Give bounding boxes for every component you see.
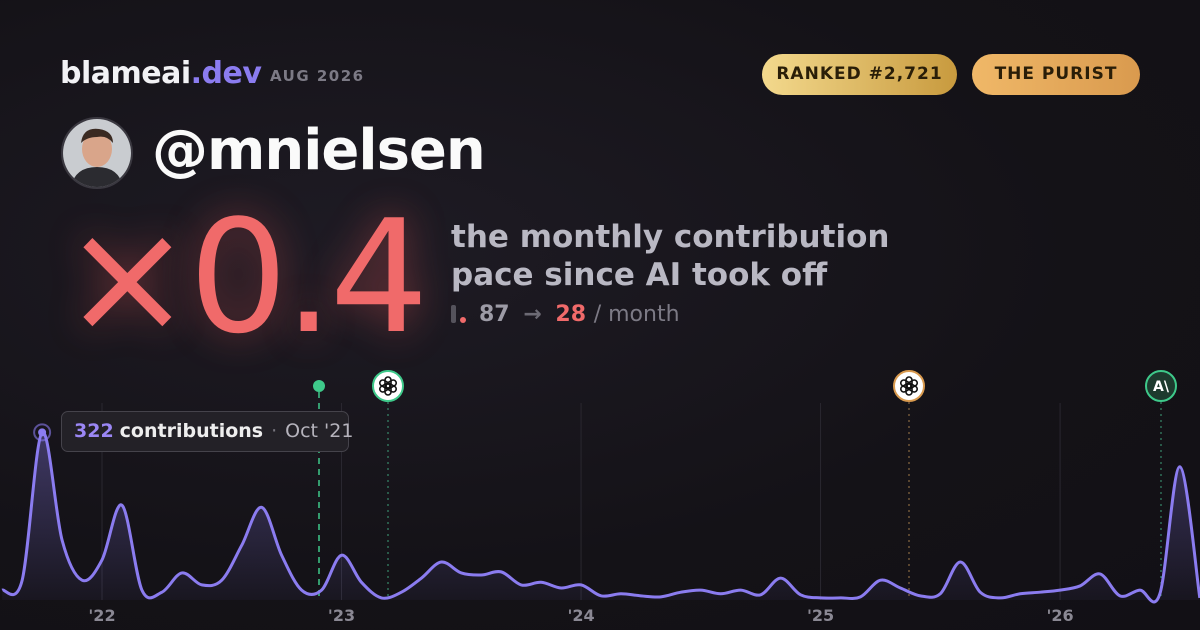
x-tick-label: '24: [567, 606, 594, 625]
pace-arrow: →: [523, 302, 542, 327]
avatar: [61, 117, 133, 189]
x-tick-label: '22: [88, 606, 115, 625]
brand-suffix: .dev: [190, 56, 262, 91]
tooltip-unit: contributions: [119, 420, 264, 442]
pace-after: 28: [555, 302, 587, 327]
pace-icon: [451, 305, 466, 323]
anthropic-label: A\: [1153, 379, 1170, 395]
persona-badge: THE PURIST: [972, 54, 1140, 95]
x-tick-label: '25: [807, 606, 834, 625]
openai-icon: [893, 370, 925, 402]
x-tick-label: '23: [328, 606, 355, 625]
area: [2, 432, 1200, 602]
highlight-point: [33, 423, 52, 442]
x-tick-label: '26: [1046, 606, 1073, 625]
openai-icon: [372, 370, 404, 402]
date: AUG 2026: [270, 67, 365, 85]
pace-stats: 87 → 28 / month: [451, 302, 680, 327]
tooltip-separator: ·: [271, 420, 278, 442]
pace-unit: / month: [593, 302, 680, 327]
handle: @mnielsen: [152, 118, 486, 183]
avatar-image: [63, 119, 131, 187]
multiplier: ×0.4: [62, 186, 429, 368]
description: pace since AI took off: [451, 257, 828, 293]
anthropic-icon: A\: [1145, 370, 1177, 402]
event-dot: [313, 380, 325, 392]
brand: blameai.dev: [60, 56, 262, 91]
tooltip-value: 322: [74, 420, 114, 442]
brand-name: blameai: [60, 56, 191, 91]
tooltip-date: Oct '21: [285, 420, 354, 442]
rank-badge: RANKED #2,721: [762, 54, 957, 95]
highlight-point: [38, 428, 47, 437]
description: the monthly contribution: [451, 219, 890, 255]
pace-before: 87: [479, 302, 510, 327]
tooltip: 322 contributions · Oct '21: [61, 411, 353, 452]
line: [1, 430, 1200, 604]
